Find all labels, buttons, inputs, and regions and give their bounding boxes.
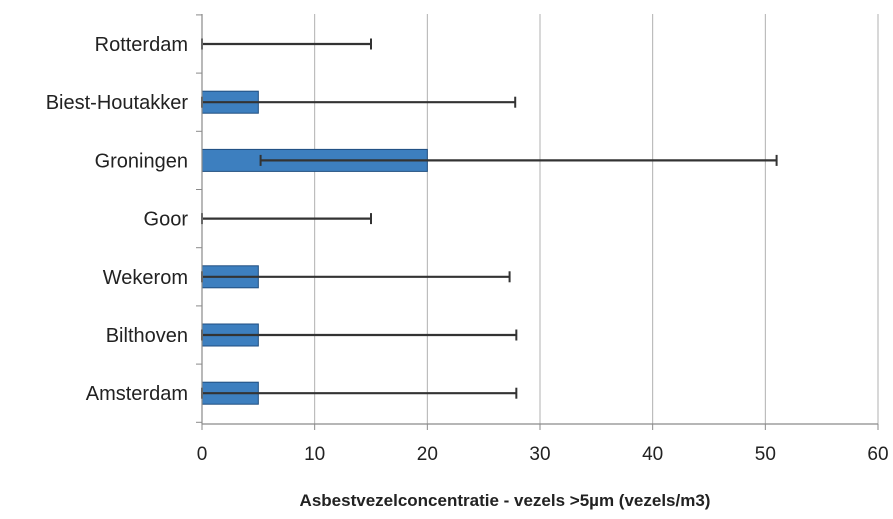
x-tick-label: 50 [755, 444, 776, 465]
x-tick-label: 30 [529, 444, 550, 465]
category-label: Bilthoven [106, 325, 188, 347]
x-tick-label: 60 [867, 444, 888, 465]
tick-labels: 0 10 20 30 40 50 60 [197, 444, 889, 465]
x-tick-label: 0 [197, 444, 208, 465]
category-label: Amsterdam [86, 383, 188, 405]
error-bars [201, 38, 778, 399]
x-axis-title: Asbestvezelconcentratie - vezels >5µm (v… [300, 491, 711, 510]
x-tick-label: 20 [417, 444, 438, 465]
axes [196, 14, 879, 430]
category-label: Rotterdam [95, 34, 188, 56]
category-label: Goor [144, 209, 189, 231]
category-label: Biest-Houtakker [46, 92, 189, 114]
category-label: Groningen [95, 150, 188, 172]
x-tick-label: 40 [642, 444, 663, 465]
grid-lines [314, 14, 879, 424]
category-labels: Rotterdam Biest-Houtakker Groningen Goor Wek… [46, 34, 189, 405]
category-label: Wekerom [103, 267, 188, 289]
x-tick-label: 10 [304, 444, 325, 465]
